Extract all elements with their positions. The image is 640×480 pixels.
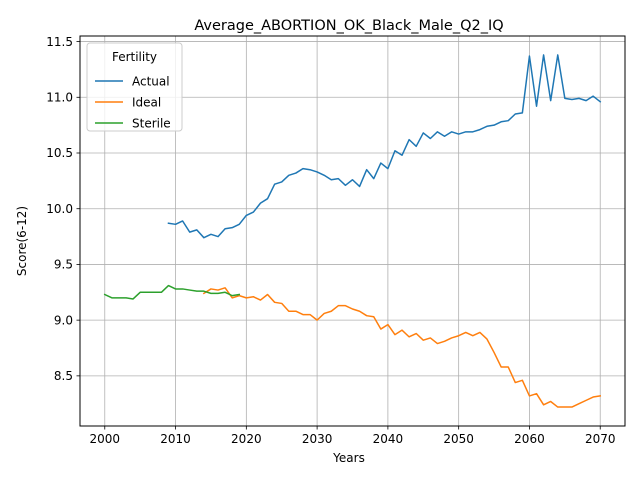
series-lines [103,54,602,408]
legend-box [86,42,183,132]
x-tick-label: 2030 [302,432,333,446]
plot-frame [79,35,626,427]
x-tick-label: 2040 [373,432,404,446]
x-axis-label: Years [332,451,365,465]
legend-label-ideal: Ideal [132,95,161,109]
x-tick-label: 2070 [585,432,616,446]
y-axis-ticks: 8.5 9.0 9.5 10.0 10.5 11.0 11.5 [46,35,80,383]
legend-label-sterile: Sterile [132,116,171,130]
y-tick-label: 10.5 [46,146,73,160]
chart-title: Average_ABORTION_OK_Black_Male_Q2_IQ [194,18,503,34]
x-axis-ticks: 2000 2010 2020 2030 2040 2050 2060 2070 [89,426,616,446]
y-axis-label: Score(6-12) [15,206,29,276]
series-line-ideal [202,287,602,408]
y-tick-label: 11.5 [46,35,73,49]
y-tick-label: 9.5 [54,258,73,272]
legend: Fertility Actual Ideal Sterile [86,42,183,132]
x-tick-label: 2060 [514,432,545,446]
x-tick-label: 2010 [160,432,191,446]
y-tick-label: 11.0 [46,90,73,104]
legend-label-actual: Actual [132,74,170,88]
legend-title: Fertility [112,50,157,64]
series-line-actual [167,54,602,239]
y-tick-label: 8.5 [54,369,73,383]
x-tick-label: 2000 [89,432,120,446]
series-line-sterile [103,284,241,300]
y-tick-label: 9.0 [54,313,73,327]
x-tick-label: 2050 [443,432,474,446]
y-tick-label: 10.0 [46,202,73,216]
x-tick-label: 2020 [231,432,262,446]
